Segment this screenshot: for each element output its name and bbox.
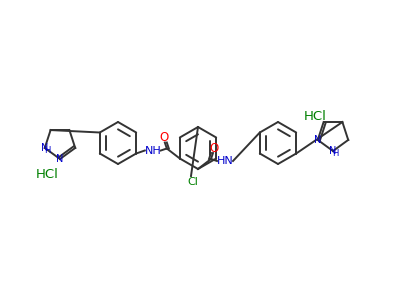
Text: HCl: HCl <box>36 169 59 182</box>
Text: Cl: Cl <box>188 177 198 187</box>
Text: N: N <box>41 143 48 153</box>
Text: HCl: HCl <box>304 110 327 123</box>
Text: N: N <box>329 146 337 156</box>
Text: HN: HN <box>217 156 233 166</box>
Text: O: O <box>209 142 219 154</box>
Text: N: N <box>314 135 322 145</box>
Text: NH: NH <box>144 146 161 155</box>
Text: O: O <box>159 131 168 144</box>
Text: H: H <box>44 146 50 155</box>
Text: N: N <box>56 154 64 164</box>
Text: H: H <box>332 149 339 158</box>
